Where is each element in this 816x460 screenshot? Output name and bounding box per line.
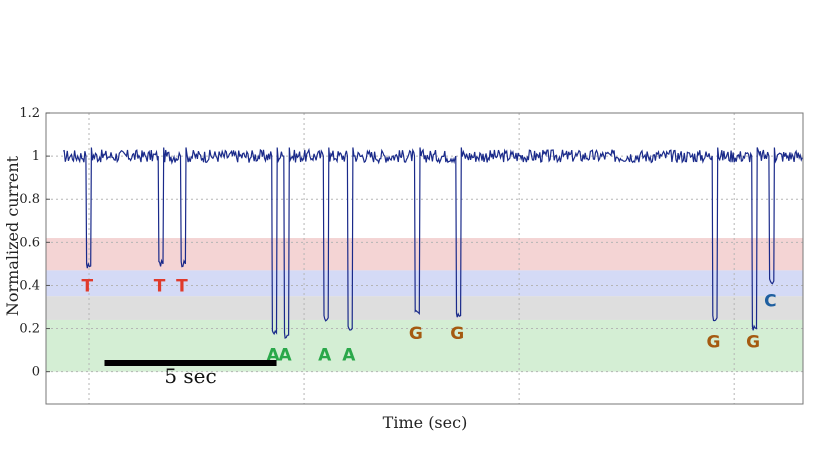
band-c <box>46 270 803 297</box>
plot-frame <box>45 112 804 405</box>
base-label-g: G <box>409 324 423 344</box>
band-t <box>46 238 803 271</box>
base-label-t: T <box>81 276 93 296</box>
base-label-a: A <box>342 345 356 365</box>
current-trace-line <box>62 147 803 339</box>
x-axis-title: Time (sec) <box>383 413 468 432</box>
y-axis-title: Normalized current <box>3 155 22 316</box>
y-tick-label: 1 <box>32 149 40 164</box>
base-labels: T T TAA A AG G G GC <box>81 276 776 365</box>
y-tick-label: 0.8 <box>19 192 40 207</box>
y-tick-label: 0.4 <box>19 278 40 293</box>
y-tick-label: 0 <box>32 365 40 380</box>
axes-box <box>45 112 804 405</box>
base-label-t: T <box>154 276 166 296</box>
base-label-a: A <box>318 345 332 365</box>
scale-bar-label: 5 sec <box>164 364 216 388</box>
base-level-bands <box>46 238 803 372</box>
base-label-g: G <box>450 324 464 344</box>
y-tick-label: 0.6 <box>19 235 40 250</box>
y-tick-label: 0.2 <box>19 322 40 337</box>
base-label-c: C <box>764 292 776 312</box>
base-label-t: T <box>176 276 188 296</box>
scale-bar: 5 sec <box>104 360 277 388</box>
current-trace <box>62 147 803 339</box>
base-label-g: G <box>707 332 721 352</box>
base-label-g: G <box>746 332 760 352</box>
y-tick-label: 1.2 <box>19 106 40 121</box>
base-label-a: A <box>279 345 293 365</box>
y-tick-labels: 0 0.2 0.4 0.6 0.8 1 1.2 <box>19 106 50 380</box>
band-g <box>46 296 803 320</box>
